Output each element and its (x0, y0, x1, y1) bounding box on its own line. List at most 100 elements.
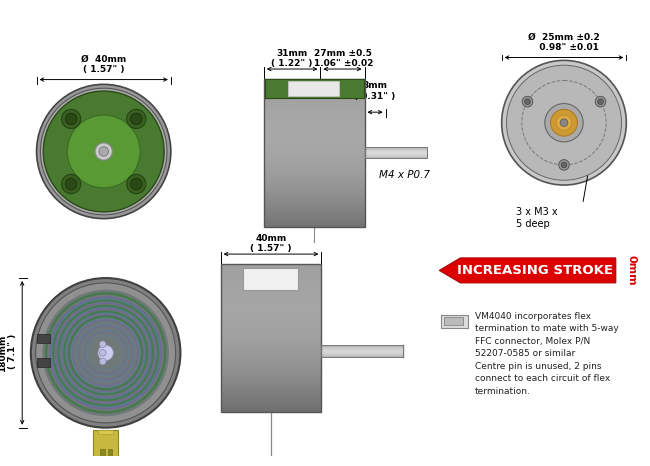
Bar (221, 322, 321, 323)
Bar (221, 303, 321, 304)
Bar (264, 217, 365, 218)
Circle shape (522, 96, 533, 107)
Bar (221, 367, 321, 368)
Bar (264, 148, 365, 149)
Bar (264, 185, 365, 186)
Bar (264, 127, 365, 128)
Circle shape (36, 283, 176, 423)
Bar (264, 84, 365, 85)
Bar (221, 388, 321, 389)
Bar (321, 345, 403, 346)
Bar (221, 286, 321, 287)
Bar (264, 166, 365, 167)
Bar (264, 169, 365, 170)
Bar (242, 268, 298, 289)
Bar (321, 348, 403, 349)
Bar (264, 212, 365, 213)
Bar (264, 154, 365, 155)
Bar (264, 202, 365, 203)
Bar (264, 142, 365, 143)
Bar (221, 340, 321, 342)
Bar (221, 400, 321, 401)
Bar (221, 362, 321, 363)
Bar (221, 301, 321, 302)
Bar (221, 307, 321, 308)
Bar (221, 272, 321, 273)
Bar (264, 134, 365, 135)
Bar (264, 161, 365, 162)
Bar (221, 359, 321, 360)
Bar (221, 330, 321, 331)
Bar (221, 300, 321, 301)
Bar (264, 130, 365, 131)
Bar (221, 324, 321, 325)
Bar (264, 206, 365, 207)
Bar (264, 129, 365, 130)
Bar (441, 315, 468, 328)
Bar (221, 364, 321, 365)
Bar (221, 287, 321, 288)
Bar (264, 102, 365, 103)
Circle shape (31, 278, 181, 428)
Bar (264, 126, 365, 127)
Bar (221, 379, 321, 380)
Bar (365, 156, 427, 157)
Bar (264, 164, 365, 165)
Circle shape (99, 358, 106, 365)
Bar (221, 387, 321, 388)
Bar (264, 99, 365, 100)
Bar (221, 335, 321, 336)
Bar (221, 383, 321, 384)
Text: M4 x P0.7: M4 x P0.7 (379, 170, 430, 180)
Circle shape (560, 119, 568, 127)
Bar (264, 121, 365, 122)
Bar (264, 209, 365, 210)
Bar (221, 393, 321, 394)
Bar (264, 114, 365, 115)
Text: 180mm
( 7.1" ): 180mm ( 7.1" ) (0, 334, 18, 371)
Bar (264, 90, 365, 91)
Bar (221, 386, 321, 387)
Bar (221, 394, 321, 395)
Bar (264, 157, 365, 158)
Bar (221, 288, 321, 289)
Bar (221, 305, 321, 306)
Bar (264, 168, 365, 169)
Bar (221, 410, 321, 411)
Bar (221, 403, 321, 404)
Bar (221, 317, 321, 318)
Bar (221, 336, 321, 337)
Bar (264, 177, 365, 178)
Bar (221, 338, 321, 339)
Circle shape (44, 91, 164, 212)
Bar (221, 312, 321, 313)
Bar (98, 430, 113, 434)
Bar (221, 306, 321, 307)
Bar (264, 197, 365, 198)
Bar (264, 190, 365, 191)
Bar (221, 293, 321, 294)
Circle shape (99, 147, 109, 156)
Bar (221, 384, 321, 385)
Bar (264, 106, 365, 107)
Bar (365, 147, 427, 148)
Bar (221, 381, 321, 382)
Bar (264, 151, 365, 152)
Bar (264, 146, 365, 147)
Bar (264, 83, 365, 84)
Circle shape (62, 174, 81, 194)
Bar (264, 184, 365, 185)
Bar (221, 352, 321, 353)
Bar (221, 372, 321, 373)
Text: INCREASING STROKE: INCREASING STROKE (457, 264, 613, 277)
Bar (221, 323, 321, 324)
Bar (264, 119, 365, 120)
Bar (221, 397, 321, 398)
Bar (221, 366, 321, 367)
Bar (264, 111, 365, 112)
Bar (264, 196, 365, 197)
Bar (221, 360, 321, 361)
Bar (264, 208, 365, 209)
Bar (221, 289, 321, 290)
Bar (221, 314, 321, 315)
